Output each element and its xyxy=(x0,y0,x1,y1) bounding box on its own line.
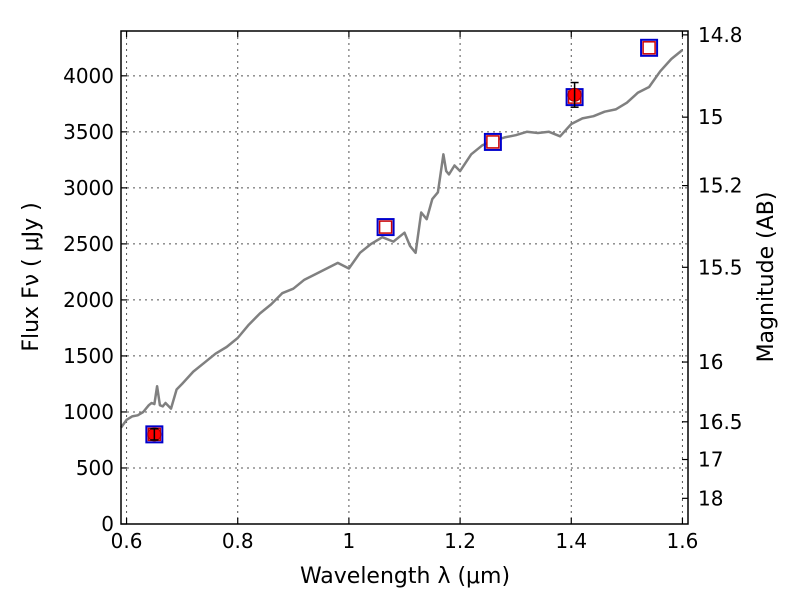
y-tick-label: 0 xyxy=(101,512,114,536)
y-tick-label: 3500 xyxy=(63,120,114,144)
filter-box-marker xyxy=(483,132,502,151)
y-tick-label: 500 xyxy=(76,456,114,480)
filter-box-marker xyxy=(376,218,395,237)
y2-axis-ticks: 14.8 15 15.2 15.5 16 16.5 17 18 xyxy=(682,23,743,510)
x-tick-label: 1.6 xyxy=(667,529,699,553)
filter-box-marker xyxy=(145,425,164,444)
y-tick-label: 3000 xyxy=(63,176,114,200)
y-tick-label: 2500 xyxy=(63,232,114,256)
y2-tick-label: 16.5 xyxy=(698,410,743,434)
y2-tick-label: 17 xyxy=(698,448,723,472)
y2-axis-label: Magnitude (AB) xyxy=(754,192,779,363)
x-tick-label: 1.4 xyxy=(555,529,587,553)
y-axis-label: Flux Fν ( μJy ) xyxy=(19,202,44,351)
y2-tick-label: 15.5 xyxy=(698,255,743,279)
photometry-markers xyxy=(145,38,659,444)
y2-tick-label: 14.8 xyxy=(698,23,743,47)
x-tick-label: 1.2 xyxy=(444,529,476,553)
grid-lines xyxy=(121,31,688,525)
model-photometry-marker xyxy=(642,41,656,55)
spectrum-series xyxy=(119,49,684,429)
y2-tick-label: 15.2 xyxy=(698,174,743,198)
y2-tick-label: 16 xyxy=(698,350,723,374)
filter-box-marker xyxy=(640,38,659,57)
x-tick-label: 0.8 xyxy=(222,529,254,553)
y2-tick-label: 15 xyxy=(698,105,723,129)
spectrum-line xyxy=(119,49,684,429)
y2-tick-label: 18 xyxy=(698,486,723,510)
x-axis-label: Wavelength λ (μm) xyxy=(300,564,510,589)
y-axis-ticks: 0 500 1000 1500 2000 2500 3000 3500 4000 xyxy=(63,64,127,536)
y-tick-label: 1000 xyxy=(63,400,114,424)
model-photometry-marker xyxy=(378,220,393,234)
x-axis-ticks: 0.6 0.8 1 1.2 1.4 1.6 xyxy=(111,31,699,553)
y-tick-label: 4000 xyxy=(63,64,114,88)
y-tick-label: 2000 xyxy=(63,288,114,312)
model-photometry-marker xyxy=(486,135,500,149)
x-tick-label: 1 xyxy=(343,529,356,553)
y-tick-label: 1500 xyxy=(63,344,114,368)
plot-frame xyxy=(120,30,689,525)
x-tick-label: 0.6 xyxy=(111,529,143,553)
